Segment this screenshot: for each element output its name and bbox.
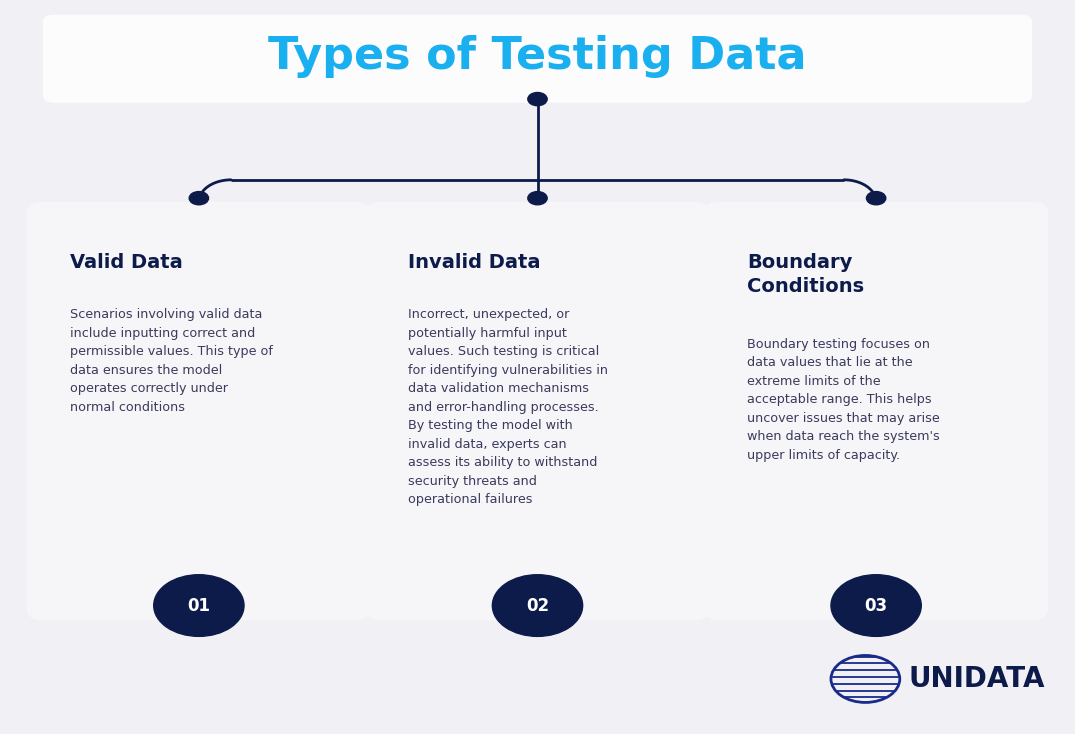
Text: Boundary
Conditions: Boundary Conditions <box>747 253 864 296</box>
Circle shape <box>492 575 583 636</box>
Circle shape <box>866 192 886 205</box>
Circle shape <box>189 192 209 205</box>
Text: Scenarios involving valid data
include inputting correct and
permissible values.: Scenarios involving valid data include i… <box>70 308 273 414</box>
FancyBboxPatch shape <box>366 202 710 620</box>
FancyBboxPatch shape <box>27 202 371 620</box>
FancyBboxPatch shape <box>43 15 1032 103</box>
Text: Valid Data: Valid Data <box>70 253 183 272</box>
Text: Types of Testing Data: Types of Testing Data <box>269 35 806 78</box>
Text: 02: 02 <box>526 597 549 614</box>
Text: 01: 01 <box>187 597 211 614</box>
Circle shape <box>154 575 244 636</box>
Text: UNIDATA: UNIDATA <box>908 665 1045 693</box>
Circle shape <box>528 192 547 205</box>
Text: Boundary testing focuses on
data values that lie at the
extreme limits of the
ac: Boundary testing focuses on data values … <box>747 338 940 462</box>
Text: 03: 03 <box>864 597 888 614</box>
Circle shape <box>528 92 547 106</box>
Text: Invalid Data: Invalid Data <box>408 253 541 272</box>
Text: Incorrect, unexpected, or
potentially harmful input
values. Such testing is crit: Incorrect, unexpected, or potentially ha… <box>408 308 608 506</box>
FancyBboxPatch shape <box>704 202 1048 620</box>
Circle shape <box>831 575 921 636</box>
